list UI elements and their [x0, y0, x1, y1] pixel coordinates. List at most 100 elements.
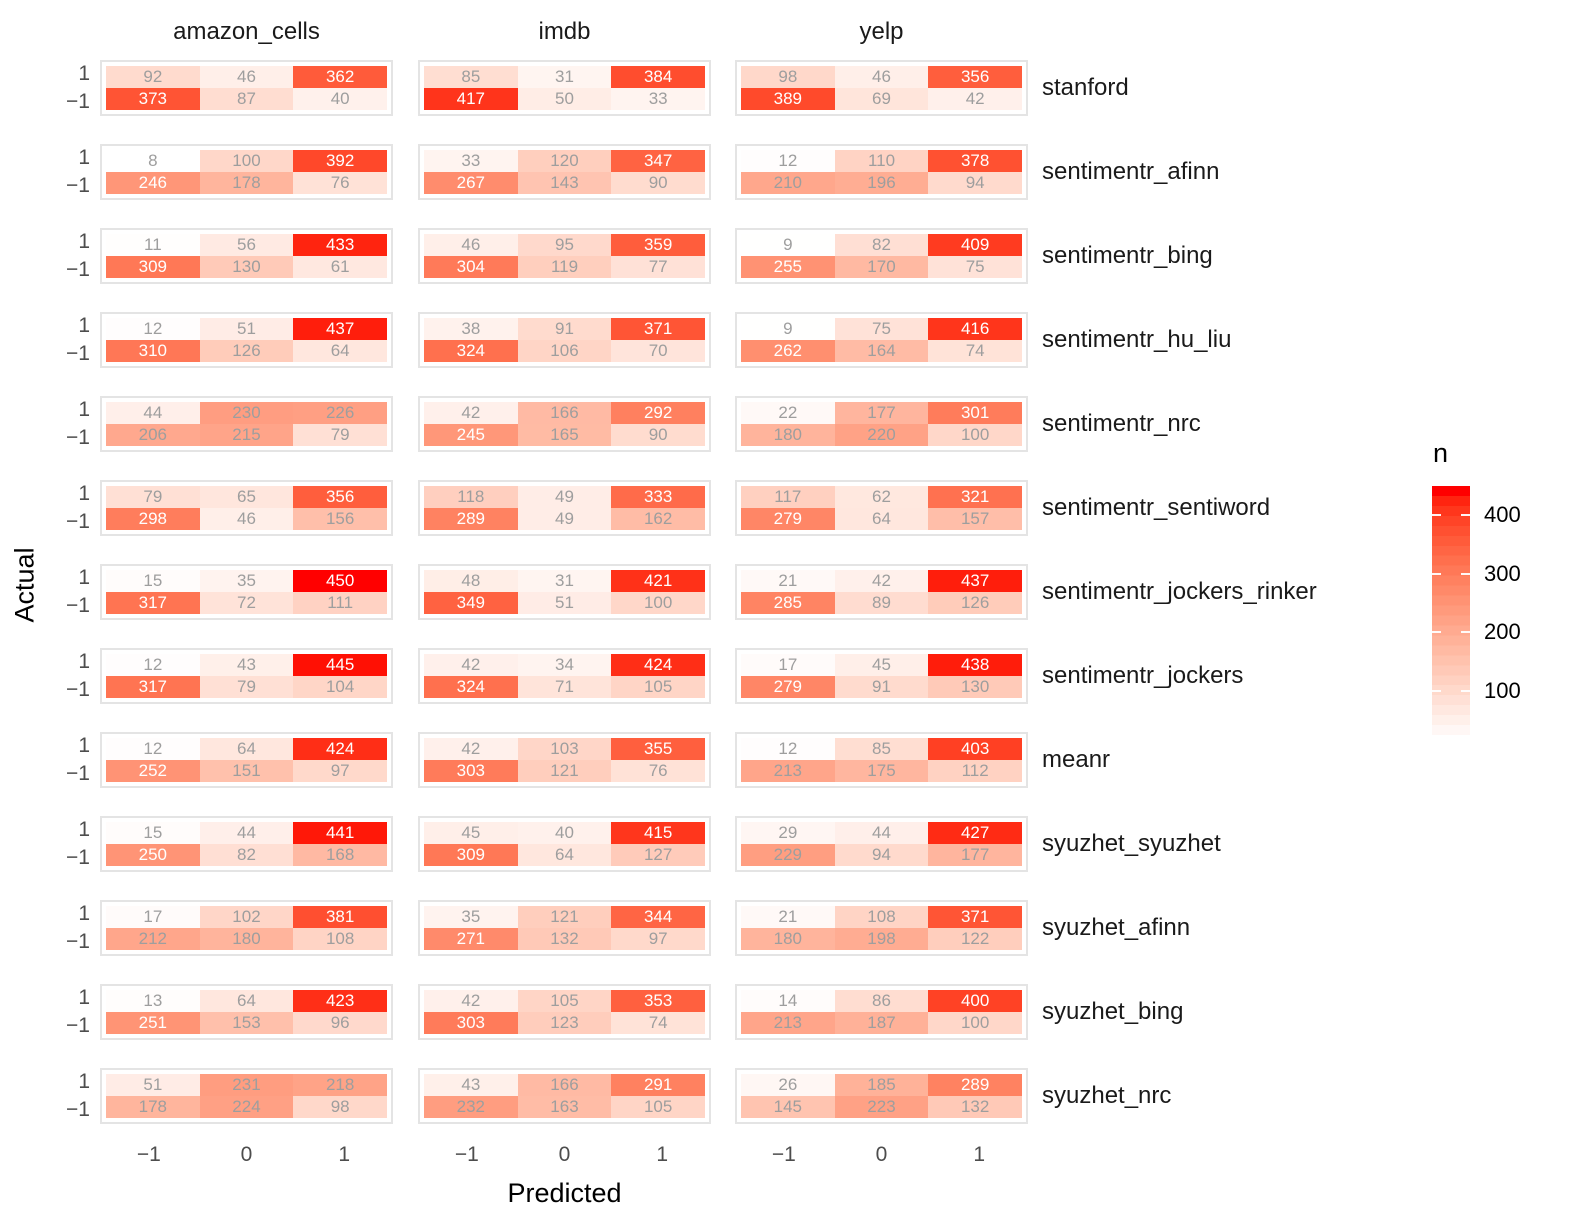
y-tick-label: 1: [78, 482, 90, 505]
cell-value: 90: [648, 425, 668, 444]
cell-value: 130: [232, 257, 261, 276]
cell-value: 87: [237, 89, 256, 108]
facet-panel-sentimentr_bing-imdb: 46 95 359 304 119 77: [418, 228, 711, 284]
cell-value: 85: [872, 739, 891, 758]
cell-value: 119: [550, 257, 579, 276]
cell-value: 321: [960, 487, 990, 506]
cell-value: 9: [783, 319, 793, 338]
heatmap-cell: 355: [611, 738, 705, 760]
cell-value: 400: [960, 991, 990, 1010]
heatmap-cell: 163: [517, 1096, 612, 1118]
facet-panel-sentimentr_hu_liu-yelp: 9 75 416 262 164 74: [735, 312, 1028, 368]
cell-value: 252: [138, 761, 168, 780]
heatmap-cell: 12: [106, 738, 200, 760]
facet-panel-sentimentr_hu_liu-imdb: 38 91 371 324 106 70: [418, 312, 711, 368]
heatmap-cell: 309: [424, 844, 518, 866]
heatmap-cell: 371: [928, 906, 1022, 928]
heatmap-cell: 98: [293, 1096, 387, 1118]
cell-value: 309: [138, 257, 168, 276]
cell-grid: 33 120 347 267 143 90: [424, 150, 705, 194]
heatmap-cell: 245: [424, 424, 518, 446]
facet-panel-sentimentr_jockers_rinker-amazon_cells: 15 35 450 317 72 111: [100, 564, 393, 620]
y-tick-label: −1: [66, 1098, 90, 1121]
heatmap-cell: 130: [928, 676, 1022, 698]
heatmap-cell: 48: [424, 570, 518, 592]
heatmap-cell: 50: [517, 88, 612, 110]
heatmap-cell: 89: [834, 592, 929, 614]
heatmap-cell: 91: [834, 676, 929, 698]
heatmap-cell: 415: [611, 822, 705, 844]
heatmap-cell: 51: [517, 592, 612, 614]
cell-value: 14: [778, 991, 798, 1010]
cell-value: 13: [143, 991, 163, 1010]
cell-value: 303: [456, 1013, 486, 1032]
facet-row-label: sentimentr_sentiword: [1042, 494, 1271, 521]
facet-panel-syuzhet_syuzhet-imdb: 45 40 415 309 64 127: [418, 816, 711, 872]
cell-value: 123: [550, 1013, 579, 1032]
x-tick-label: −1: [454, 1143, 479, 1166]
heatmap-cell: 97: [293, 760, 387, 782]
heatmap-cell: 11: [106, 234, 200, 256]
heatmap-cell: 64: [293, 340, 387, 362]
heatmap-cell: 105: [611, 1096, 705, 1118]
heatmap-cell: 356: [293, 486, 387, 508]
heatmap-cell: 180: [741, 928, 835, 950]
cell-value: 126: [232, 341, 261, 360]
heatmap-cell: 38: [424, 318, 518, 340]
y-tick-label: −1: [66, 930, 90, 953]
cell-value: 75: [965, 257, 985, 276]
heatmap-cell: 232: [424, 1096, 518, 1118]
cell-value: 100: [960, 1013, 990, 1032]
heatmap-cell: 121: [517, 906, 612, 928]
heatmap-cell: 97: [611, 928, 705, 950]
cell-value: 51: [555, 593, 574, 612]
cell-value: 34: [555, 655, 574, 674]
heatmap-cell: 123: [517, 1012, 612, 1034]
cell-value: 105: [643, 1097, 673, 1116]
cell-value: 267: [456, 173, 486, 192]
heatmap-cell: 87: [199, 88, 294, 110]
legend-title: n: [1433, 438, 1449, 468]
heatmap-cell: 34: [517, 654, 612, 676]
cell-grid: 46 95 359 304 119 77: [424, 234, 705, 278]
cell-value: 69: [872, 89, 891, 108]
heatmap-cell: 156: [293, 508, 387, 530]
facet-row-label: syuzhet_afinn: [1042, 914, 1191, 941]
x-tick-label: 0: [558, 1143, 571, 1166]
heatmap-cell: 22: [741, 402, 835, 424]
y-tick-label: 1: [78, 62, 90, 85]
heatmap-cell: 427: [928, 822, 1022, 844]
heatmap-cell: 213: [741, 1012, 835, 1034]
y-tick-label: 1: [78, 986, 90, 1009]
cell-value: 42: [872, 571, 891, 590]
heatmap-cell: 64: [834, 508, 929, 530]
legend-tick-mark: [1432, 631, 1441, 634]
heatmap-cell: 76: [293, 172, 387, 194]
cell-value: 49: [555, 509, 574, 528]
heatmap-cell: 298: [106, 508, 200, 530]
facet-panel-sentimentr_sentiword-amazon_cells: 79 65 356 298 46 156: [100, 480, 393, 536]
facet-panel-syuzhet_nrc-yelp: 26 185 289 145 223 132: [735, 1068, 1028, 1124]
cell-value: 42: [461, 739, 481, 758]
heatmap-cell: 279: [741, 676, 835, 698]
heatmap-cell: 100: [199, 150, 294, 172]
cell-value: 74: [648, 1013, 668, 1032]
cell-value: 262: [773, 341, 803, 360]
heatmap-cell: 246: [106, 172, 200, 194]
cell-value: 381: [325, 907, 355, 926]
cell-value: 90: [648, 173, 668, 192]
facet-panel-syuzhet_nrc-imdb: 43 166 291 232 163 105: [418, 1068, 711, 1124]
cell-value: 333: [643, 487, 673, 506]
cell-value: 220: [867, 425, 896, 444]
heatmap-cell: 132: [517, 928, 612, 950]
cell-value: 163: [550, 1097, 579, 1116]
heatmap-cell: 100: [928, 424, 1022, 446]
cell-value: 21: [778, 907, 798, 926]
cell-value: 38: [461, 319, 481, 338]
facet-row-label: sentimentr_afinn: [1042, 158, 1220, 185]
facet-row-label: sentimentr_jockers: [1042, 662, 1244, 689]
cell-value: 51: [143, 1075, 163, 1094]
heatmap-cell: 127: [611, 844, 705, 866]
cell-value: 445: [325, 655, 355, 674]
cell-value: 185: [867, 1075, 896, 1094]
